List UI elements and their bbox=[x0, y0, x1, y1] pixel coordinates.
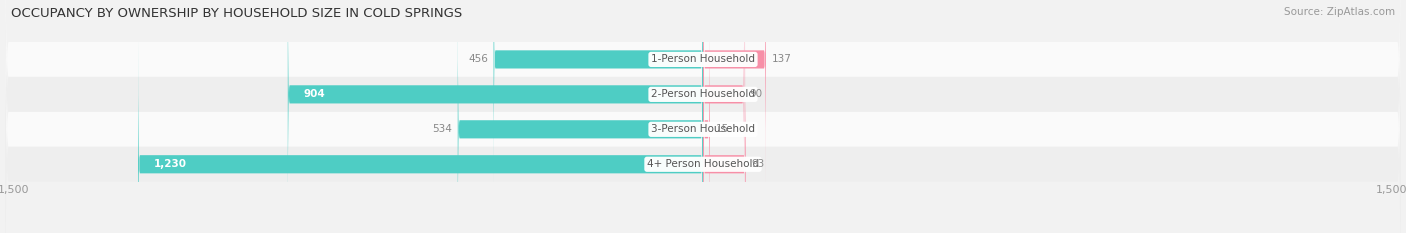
FancyBboxPatch shape bbox=[4, 0, 1402, 233]
Text: 4+ Person Household: 4+ Person Household bbox=[647, 159, 759, 169]
FancyBboxPatch shape bbox=[703, 0, 710, 233]
Text: 904: 904 bbox=[304, 89, 326, 99]
Text: 2-Person Household: 2-Person Household bbox=[651, 89, 755, 99]
FancyBboxPatch shape bbox=[4, 0, 1402, 233]
FancyBboxPatch shape bbox=[703, 0, 744, 225]
FancyBboxPatch shape bbox=[138, 34, 703, 233]
Text: 1,230: 1,230 bbox=[155, 159, 187, 169]
FancyBboxPatch shape bbox=[458, 0, 703, 233]
FancyBboxPatch shape bbox=[288, 0, 703, 225]
Text: 534: 534 bbox=[433, 124, 453, 134]
Text: 15: 15 bbox=[716, 124, 728, 134]
FancyBboxPatch shape bbox=[4, 0, 1402, 233]
Text: 93: 93 bbox=[751, 159, 765, 169]
FancyBboxPatch shape bbox=[4, 0, 1402, 233]
Text: OCCUPANCY BY OWNERSHIP BY HOUSEHOLD SIZE IN COLD SPRINGS: OCCUPANCY BY OWNERSHIP BY HOUSEHOLD SIZE… bbox=[11, 7, 463, 20]
Text: 90: 90 bbox=[749, 89, 763, 99]
Text: 1-Person Household: 1-Person Household bbox=[651, 55, 755, 64]
Text: 456: 456 bbox=[468, 55, 488, 64]
FancyBboxPatch shape bbox=[703, 0, 766, 190]
Text: 3-Person Household: 3-Person Household bbox=[651, 124, 755, 134]
FancyBboxPatch shape bbox=[703, 34, 745, 233]
Text: Source: ZipAtlas.com: Source: ZipAtlas.com bbox=[1284, 7, 1395, 17]
Text: 137: 137 bbox=[772, 55, 792, 64]
FancyBboxPatch shape bbox=[494, 0, 703, 190]
